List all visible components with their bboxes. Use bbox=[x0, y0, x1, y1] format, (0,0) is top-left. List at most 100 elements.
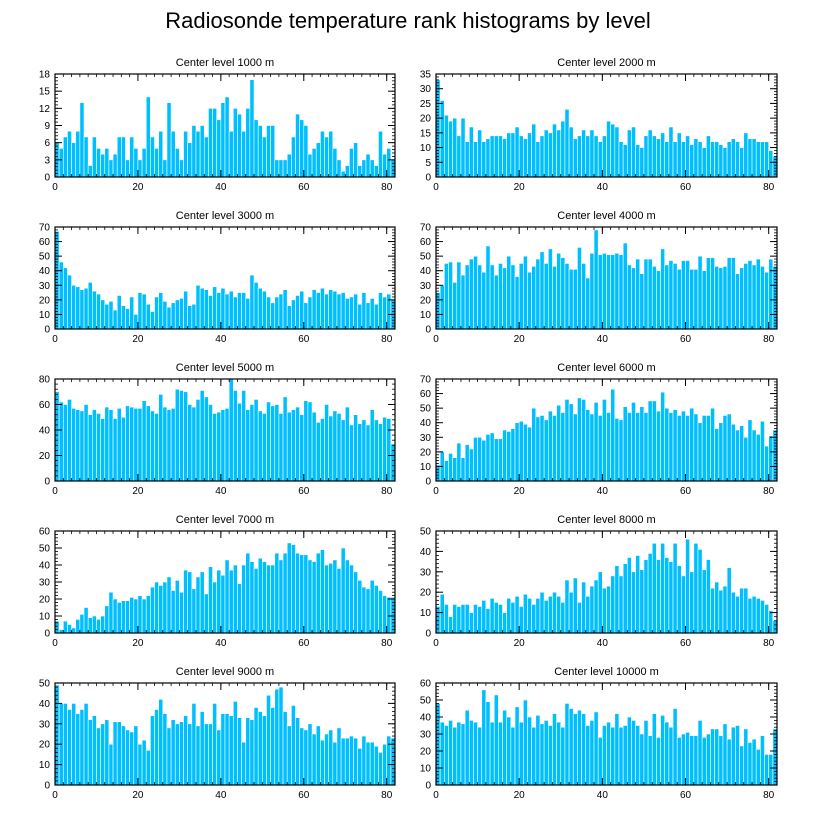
histogram-bar bbox=[92, 409, 97, 482]
histogram-bar bbox=[710, 728, 715, 786]
histogram-bar bbox=[593, 402, 599, 482]
histogram-bar bbox=[353, 142, 358, 178]
y-tick-label: 10 bbox=[39, 612, 51, 623]
histogram-bar bbox=[452, 726, 458, 786]
histogram-bar bbox=[651, 400, 657, 482]
histogram-bar bbox=[154, 709, 159, 786]
histogram-bar bbox=[444, 114, 449, 178]
histogram-bar bbox=[498, 721, 503, 786]
histogram-bar bbox=[253, 707, 259, 786]
histogram-bar bbox=[651, 713, 657, 786]
histogram-bar bbox=[639, 406, 645, 482]
histogram-bar bbox=[547, 725, 553, 786]
x-tick-label: 80 bbox=[381, 182, 393, 193]
histogram-bar bbox=[597, 415, 603, 482]
histogram-bar bbox=[166, 306, 172, 330]
histogram-bar bbox=[585, 595, 591, 634]
histogram-bar bbox=[332, 559, 338, 634]
histogram-bar bbox=[133, 314, 139, 330]
histogram-bar bbox=[303, 729, 309, 786]
histogram-bar bbox=[390, 159, 396, 178]
histogram-bar bbox=[502, 267, 507, 330]
histogram-bar bbox=[291, 409, 296, 482]
histogram-bar bbox=[100, 615, 106, 634]
histogram-bar bbox=[527, 598, 532, 634]
histogram-bar bbox=[299, 414, 305, 482]
histogram-bar bbox=[560, 120, 566, 178]
x-tick-label: 80 bbox=[381, 638, 393, 649]
histogram-bar bbox=[510, 428, 516, 482]
y-tick-label: 60 bbox=[39, 237, 51, 248]
histogram-bar bbox=[626, 557, 632, 634]
y-tick-label: 12 bbox=[39, 104, 51, 115]
histogram-bar bbox=[270, 405, 276, 482]
histogram-bar bbox=[635, 258, 641, 330]
histogram-bar bbox=[208, 404, 213, 482]
histogram-bar bbox=[714, 728, 720, 786]
y-tick-label: 6 bbox=[44, 138, 50, 149]
histogram-bar bbox=[556, 404, 562, 482]
histogram-bar bbox=[552, 713, 557, 786]
histogram-bar bbox=[764, 754, 769, 786]
histogram-bar bbox=[245, 717, 251, 786]
x-tick-label: 0 bbox=[433, 638, 439, 649]
histogram-bar bbox=[460, 604, 466, 634]
histogram-bar bbox=[320, 418, 325, 482]
histogram-bar bbox=[79, 289, 85, 330]
histogram-bar bbox=[726, 567, 732, 634]
histogram-bar bbox=[739, 587, 745, 634]
histogram-bar bbox=[187, 404, 193, 482]
histogram-bar bbox=[602, 135, 607, 178]
histogram-panel: Center level 4000 m 0 20 40 60 80 0 10 20 30 40 50 6… bbox=[420, 210, 778, 345]
x-tick-label: 40 bbox=[597, 790, 609, 801]
histogram-bar bbox=[560, 412, 566, 482]
histogram-bar bbox=[237, 717, 242, 786]
histogram-bar bbox=[556, 721, 562, 786]
x-tick-label: 80 bbox=[763, 486, 775, 497]
histogram-bar bbox=[606, 412, 611, 482]
histogram-bar bbox=[137, 595, 143, 634]
histogram-bar bbox=[382, 743, 388, 786]
histogram-bar bbox=[714, 141, 720, 178]
histogram-bar bbox=[589, 585, 595, 634]
histogram-bar bbox=[626, 264, 632, 330]
histogram-bar bbox=[452, 604, 458, 634]
histogram-bar bbox=[518, 135, 524, 178]
histogram-bar bbox=[639, 273, 645, 330]
histogram-bar bbox=[706, 733, 711, 786]
histogram-bar bbox=[506, 716, 512, 786]
histogram-bar bbox=[751, 595, 757, 634]
histogram-bar bbox=[589, 252, 595, 330]
histogram-bar bbox=[54, 684, 60, 786]
histogram-bar bbox=[464, 264, 470, 330]
y-tick-label: 50 bbox=[420, 252, 432, 263]
histogram-bar bbox=[672, 708, 678, 786]
histogram-bar bbox=[299, 119, 305, 178]
y-tick-label: 0 bbox=[425, 781, 431, 792]
histogram-bar bbox=[282, 711, 288, 786]
histogram-bar bbox=[328, 289, 334, 330]
histogram-bar bbox=[224, 408, 230, 482]
histogram-bar bbox=[349, 148, 354, 178]
histogram-bar bbox=[448, 453, 453, 482]
histogram-bar bbox=[92, 136, 97, 178]
histogram-bar bbox=[179, 721, 184, 786]
histogram-bar bbox=[382, 153, 388, 178]
panel-title: Center level 2000 m bbox=[557, 57, 655, 69]
histogram-bar bbox=[92, 715, 97, 786]
histogram-bar bbox=[493, 274, 499, 330]
histogram-bar bbox=[166, 102, 172, 178]
histogram-bar bbox=[626, 716, 632, 786]
histogram-bar bbox=[386, 735, 392, 786]
histogram-bar bbox=[100, 153, 106, 178]
x-tick-label: 60 bbox=[298, 182, 310, 193]
histogram-bar bbox=[307, 401, 313, 482]
histogram-bar bbox=[435, 464, 441, 482]
x-tick-label: 0 bbox=[52, 182, 58, 193]
histogram-bar bbox=[203, 136, 209, 178]
histogram-bar bbox=[87, 617, 93, 634]
histogram-bar bbox=[266, 401, 271, 482]
histogram-bar bbox=[145, 405, 151, 482]
histogram-bar bbox=[589, 720, 595, 786]
